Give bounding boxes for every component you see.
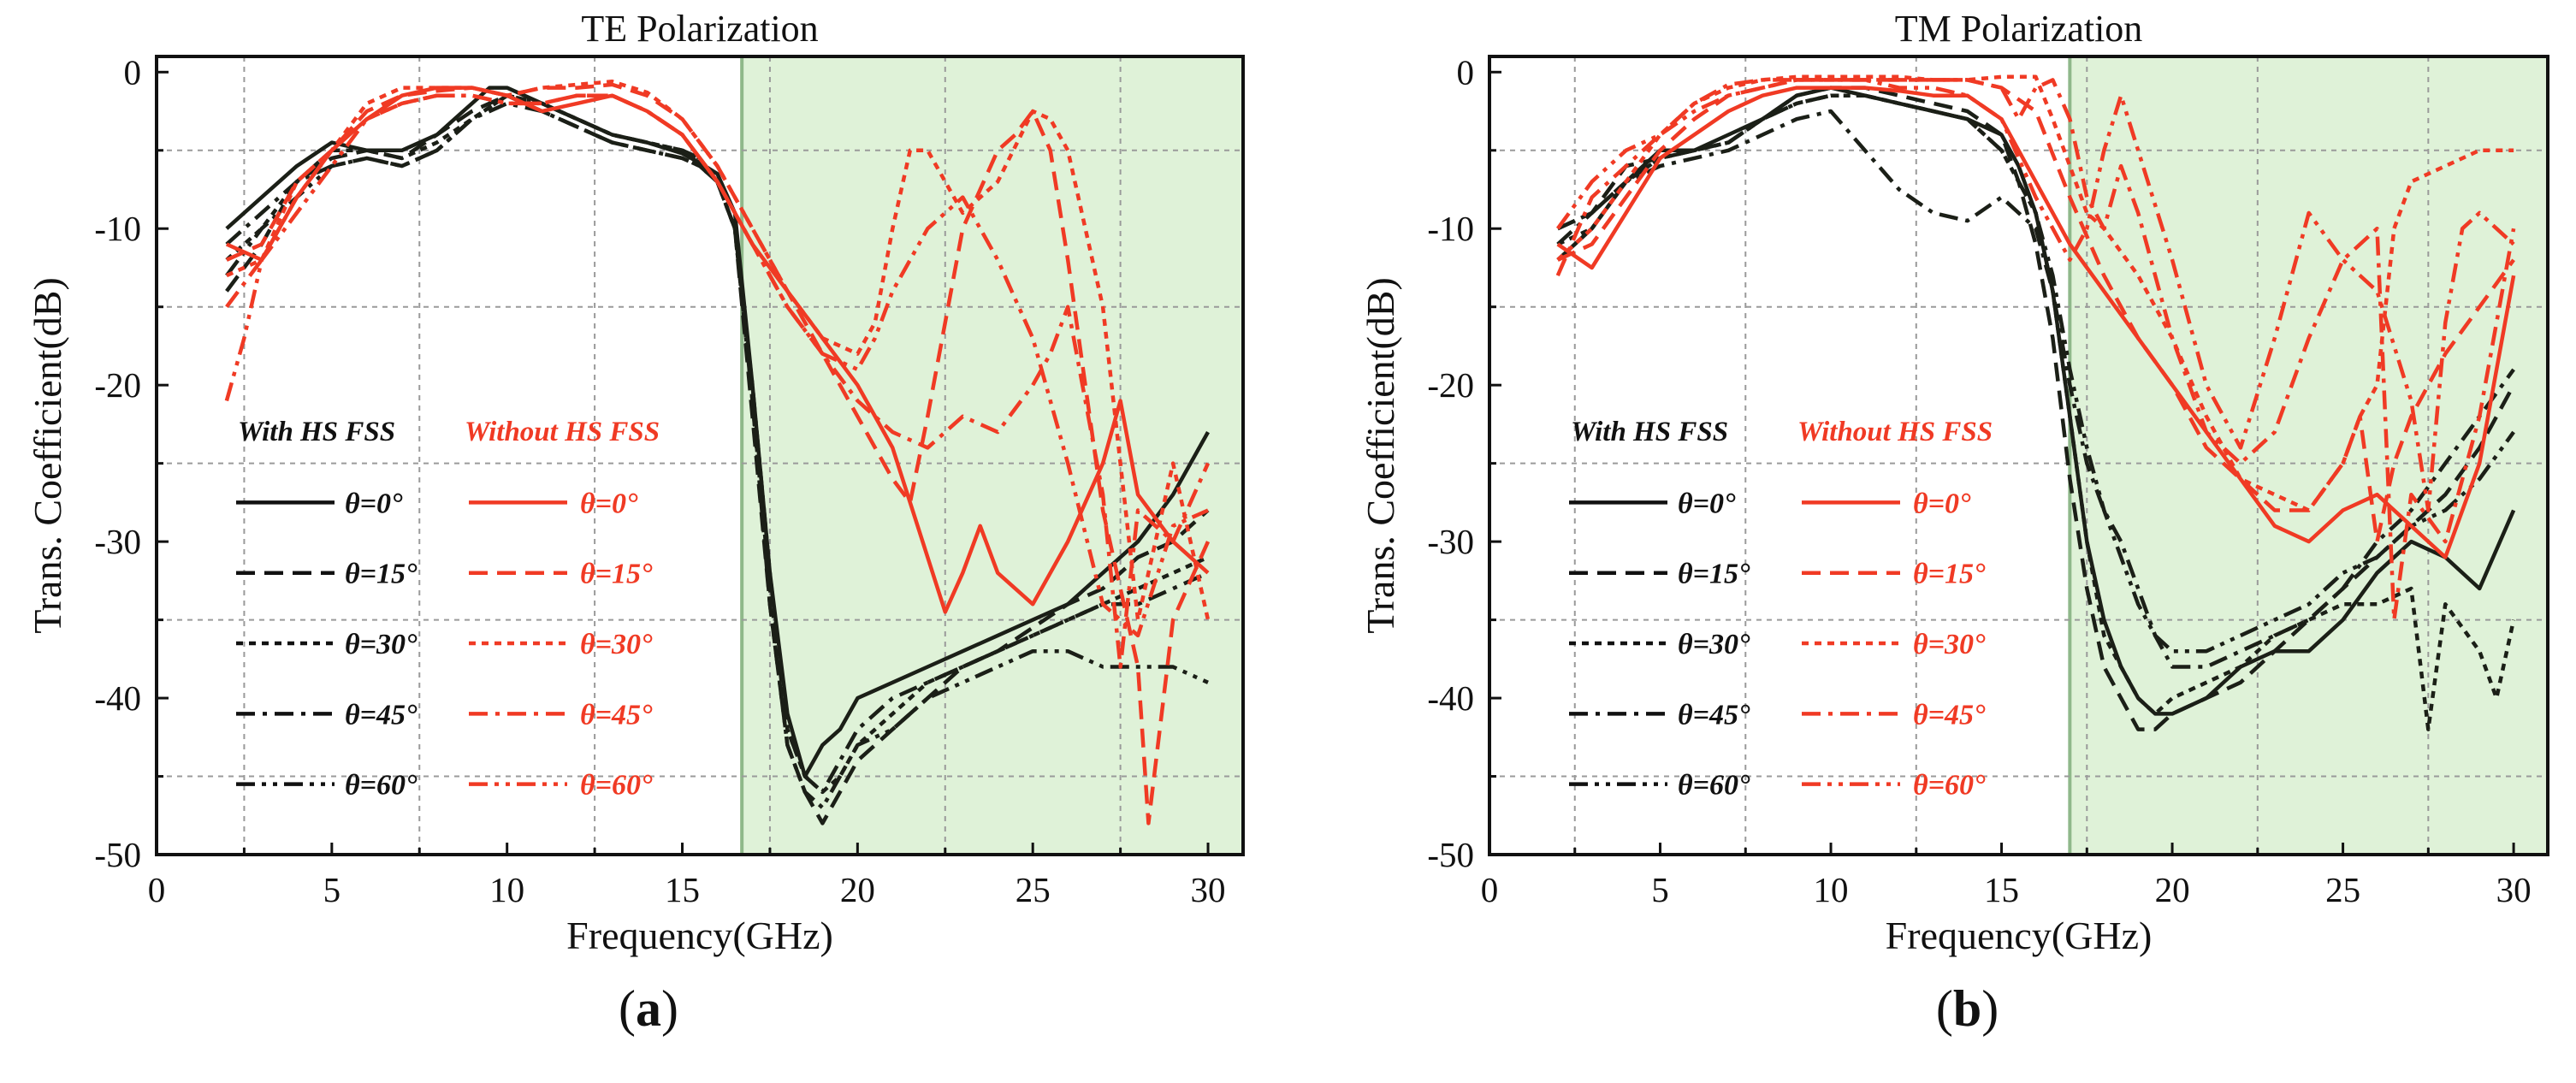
series-without-dashdotdot: [224, 93, 1209, 638]
legend-item-without: θ=60°: [1913, 770, 1986, 802]
x-tick-label: 30: [1191, 870, 1226, 909]
x-tick-label: 20: [2155, 870, 2190, 909]
legend-item-without: θ=45°: [580, 699, 653, 731]
legend-item-with: θ=60°: [345, 770, 417, 802]
x-axis-label: Frequency(GHz): [1886, 914, 2153, 957]
series-without-dash: [225, 82, 1211, 826]
y-tick-label: -10: [94, 209, 141, 248]
y-tick-label: -40: [1427, 678, 1474, 718]
series-without-solid: [1556, 86, 2516, 559]
series-with-dashdotdot: [1556, 93, 2515, 654]
legend-header: Without HS FSS: [1797, 417, 1993, 447]
legend-header: With HS FSS: [1571, 417, 1728, 447]
legend-item-with: θ=60°: [1678, 770, 1750, 802]
legend-item-without: θ=15°: [1913, 559, 1986, 590]
series-with-dot: [1556, 93, 2516, 731]
y-axis-label: Trans. Coefficient(dB): [1359, 277, 1402, 634]
x-tick-label: 25: [1016, 870, 1051, 909]
x-tick-label: 0: [148, 870, 166, 909]
legend-item-without: θ=45°: [1913, 699, 1986, 731]
legend-item-without: θ=0°: [1913, 488, 1971, 519]
x-tick-label: 15: [1984, 870, 2019, 909]
panel-letter: b: [1953, 980, 1981, 1037]
x-tick-label: 25: [2325, 870, 2360, 909]
legend: With HS FSS Without HS FSS θ=0° θ=0° θ=15° θ=…: [1569, 417, 1993, 802]
chart-title: TM Polarization: [1895, 8, 2143, 50]
plot-frame: [1488, 55, 2549, 856]
y-tick-label: -10: [1427, 209, 1474, 248]
y-tick-label: -50: [94, 835, 141, 874]
panel-paren-open: (: [619, 980, 636, 1037]
plot-frame: [155, 55, 1245, 856]
series-without-dashdotdot: [1555, 78, 2515, 512]
legend-item-without: θ=15°: [580, 559, 653, 590]
legend-item-without: θ=30°: [580, 629, 653, 660]
x-tick-label: 5: [1651, 870, 1669, 909]
panel-label: (a): [619, 980, 678, 1037]
panel-label: (b): [1936, 980, 1999, 1037]
y-tick-label: 0: [1457, 52, 1475, 92]
legend-item-without: θ=0°: [580, 488, 638, 519]
x-tick-label: 10: [1814, 870, 1849, 909]
x-tick-label: 10: [489, 870, 524, 909]
legend-item-with: θ=0°: [345, 488, 403, 519]
shaded-region: [742, 56, 1243, 855]
x-tick-label: 0: [1481, 870, 1499, 909]
panel-letter: a: [636, 980, 661, 1037]
x-axis-label: Frequency(GHz): [566, 914, 833, 957]
chart-a: 0 5 10 15 20 25 30 0 -10 -20 -30 -40 -50 TE Polarizat…: [26, 8, 1245, 1037]
legend-item-without: θ=60°: [580, 770, 653, 802]
x-tick-label: 30: [2496, 870, 2532, 909]
legend-item-with: θ=45°: [1678, 699, 1750, 731]
series-without-dot: [1556, 74, 2514, 512]
y-tick-label: 0: [124, 52, 142, 92]
x-tick-label: 5: [323, 870, 341, 909]
legend-item-with: θ=15°: [1678, 559, 1750, 590]
chart-title: TE Polarization: [581, 8, 818, 50]
legend: With HS FSS Without HS FSS θ=0° θ=0° θ=15° θ=…: [236, 417, 660, 802]
legend-header: Without HS FSS: [465, 417, 660, 447]
series-with-dashdot: [1556, 109, 2515, 669]
series-with-dashdotdot: [225, 93, 1209, 810]
y-tick-label: -20: [94, 365, 141, 405]
grid: [157, 56, 1243, 855]
panel-paren-close: ): [1981, 980, 1999, 1037]
y-tick-label: -20: [1427, 365, 1474, 405]
y-tick-label: -50: [1427, 835, 1474, 874]
series-group: [1555, 74, 2516, 731]
panel-paren-open: (: [1936, 980, 1953, 1037]
y-tick-label: -30: [94, 522, 141, 561]
legend-item-with: θ=30°: [1678, 629, 1750, 660]
series-group: [224, 80, 1211, 826]
x-tick-label: 20: [840, 870, 875, 909]
x-tick-label: 15: [665, 870, 700, 909]
legend-item-without: θ=30°: [1913, 629, 1986, 660]
legend-item-with: θ=15°: [345, 559, 417, 590]
legend-header: With HS FSS: [238, 417, 395, 447]
chart-b: 0 5 10 15 20 25 30 0 -10 -20 -30 -40 -50 TM Polarizat…: [1359, 8, 2549, 1037]
panel-paren-close: ): [661, 980, 678, 1037]
series-with-dashdot: [225, 101, 1209, 795]
series-without-solid: [225, 86, 1210, 614]
y-tick-label: -40: [94, 678, 141, 718]
y-axis-label: Trans. Coefficient(dB): [26, 277, 69, 634]
series-without-dot: [225, 80, 1211, 622]
series-without-dashdot: [1555, 78, 2516, 622]
legend-item-with: θ=30°: [345, 629, 417, 660]
legend-item-with: θ=45°: [345, 699, 417, 731]
legend-item-with: θ=0°: [1678, 488, 1736, 519]
y-tick-label: -30: [1427, 522, 1474, 561]
